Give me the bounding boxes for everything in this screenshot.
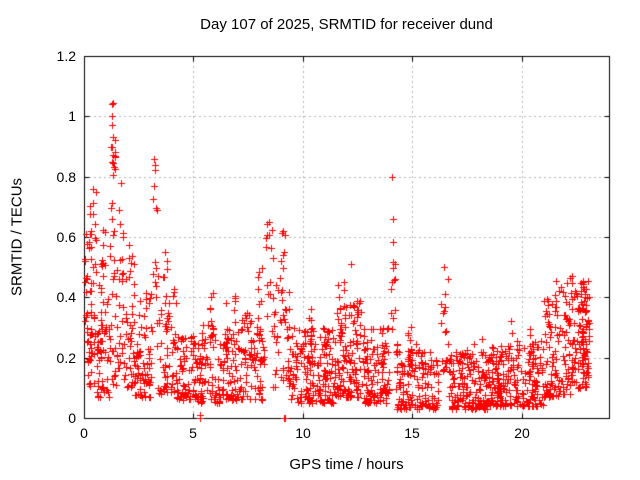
x-tick-label: 0 <box>80 425 88 441</box>
x-tick-label: 10 <box>295 425 311 441</box>
chart-title: Day 107 of 2025, SRMTID for receiver dun… <box>200 16 493 33</box>
y-tick-label: 1 <box>68 108 76 124</box>
x-tick-label: 20 <box>514 425 530 441</box>
y-tick-label: 0.8 <box>56 169 76 185</box>
y-tick-label: 0.4 <box>56 289 76 305</box>
y-tick-label: 0.6 <box>56 229 76 245</box>
y-tick-label: 0 <box>68 410 76 426</box>
y-tick-label: 1.2 <box>56 48 76 64</box>
y-tick-label: 0.2 <box>56 350 76 366</box>
x-axis-label: GPS time / hours <box>289 456 404 473</box>
x-tick-label: 5 <box>189 425 197 441</box>
x-tick-label: 15 <box>404 425 420 441</box>
